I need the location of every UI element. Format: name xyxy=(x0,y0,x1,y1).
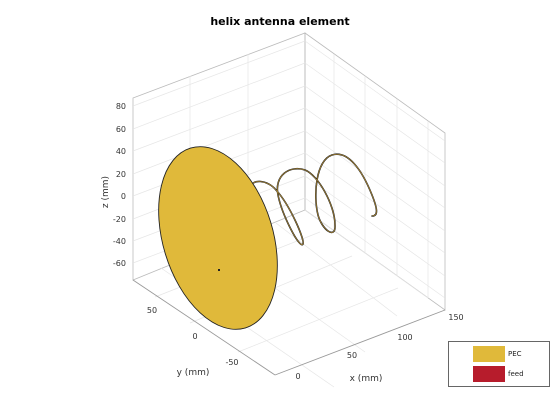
x-tick-label: 0 xyxy=(295,372,300,381)
legend-label: feed xyxy=(508,370,524,378)
pec-swatch-icon xyxy=(473,346,505,362)
z-tick-label: 0 xyxy=(121,192,126,201)
y-tick-label: 0 xyxy=(192,332,197,341)
y-tick-labels: 50 0 -50 xyxy=(147,306,239,367)
legend-label: PEC xyxy=(508,350,522,358)
legend: PEC feed xyxy=(448,341,550,387)
ground-plane-disc[interactable] xyxy=(138,132,298,344)
legend-item-pec: PEC xyxy=(473,346,545,363)
z-tick-label: 20 xyxy=(116,170,126,179)
z-tick-label: -60 xyxy=(113,259,126,268)
axes-floor xyxy=(132,279,446,376)
y-tick-label: 50 xyxy=(147,306,157,315)
y-tick-label: -50 xyxy=(225,358,238,367)
back-wall-right xyxy=(304,32,446,311)
helix-element[interactable] xyxy=(249,153,378,246)
y-axis-label: y (mm) xyxy=(177,368,210,378)
z-tick-labels: 80 60 40 20 0 -20 -40 -60 xyxy=(113,102,126,268)
x-tick-label: 50 xyxy=(347,351,357,360)
z-axis-label: z (mm) xyxy=(101,176,111,208)
figure-title: helix antenna element xyxy=(210,15,350,28)
x-axis-label: x (mm) xyxy=(350,374,383,384)
legend-item-feed: feed xyxy=(473,366,545,383)
x-tick-label: 150 xyxy=(448,313,463,322)
x-tick-labels: 0 50 100 150 xyxy=(295,313,463,381)
z-tick-label: 80 xyxy=(116,102,126,111)
z-tick-label: 60 xyxy=(116,125,126,134)
feed-swatch-icon xyxy=(473,366,505,382)
x-tick-label: 100 xyxy=(397,333,412,342)
z-tick-label: -20 xyxy=(113,215,126,224)
feed-point[interactable] xyxy=(218,269,220,271)
z-tick-label: 40 xyxy=(116,147,126,156)
z-tick-label: -40 xyxy=(113,237,126,246)
